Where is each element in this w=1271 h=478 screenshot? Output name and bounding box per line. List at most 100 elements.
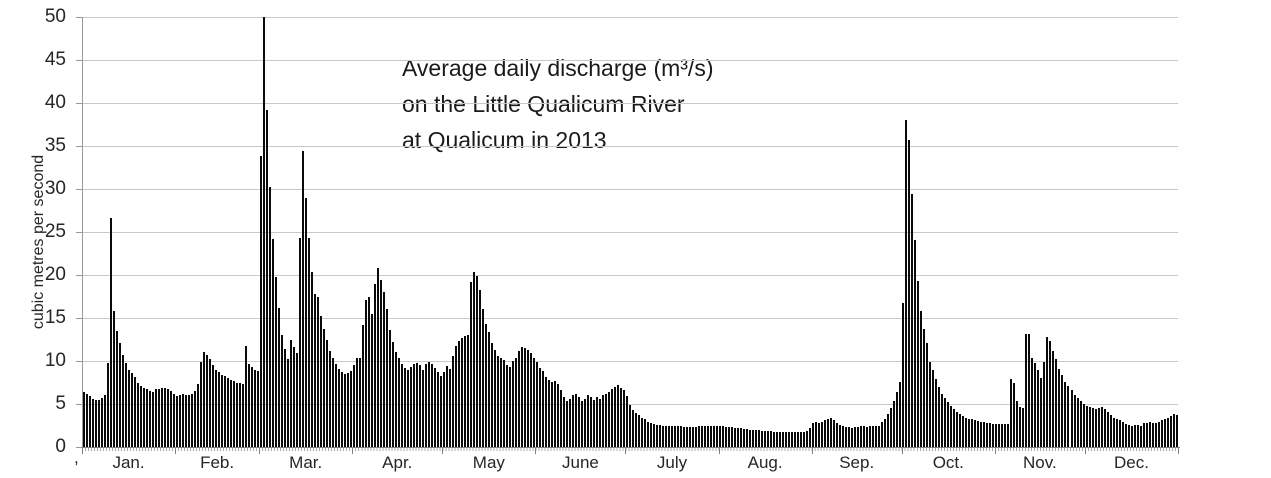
discharge-bar [130, 373, 133, 447]
discharge-bar [280, 335, 283, 447]
discharge-bar [283, 348, 286, 447]
discharge-bar [953, 409, 956, 447]
discharge-bar [448, 368, 451, 447]
discharge-bar [674, 426, 677, 447]
discharge-bar [379, 280, 382, 447]
discharge-bar [788, 432, 791, 447]
discharge-bar [689, 427, 692, 447]
discharge-bar [202, 352, 205, 447]
discharge-bar [391, 342, 394, 447]
discharge-bar [388, 330, 391, 447]
discharge-bar [1100, 407, 1103, 447]
x-axis-tick [82, 448, 83, 454]
discharge-bar [466, 335, 469, 447]
discharge-bar [635, 412, 638, 447]
discharge-bar [1019, 406, 1022, 447]
discharge-bar [1109, 415, 1112, 447]
discharge-bar [142, 387, 145, 447]
discharge-bar [88, 396, 91, 447]
discharge-bar [980, 422, 983, 447]
discharge-bar [944, 397, 947, 447]
y-axis-tick-label: 35 [44, 135, 66, 156]
discharge-bar [638, 415, 641, 447]
discharge-bar [977, 421, 980, 447]
discharge-bar [710, 425, 713, 447]
discharge-bar [1097, 408, 1100, 447]
discharge-bar [424, 363, 427, 447]
y-axis-tick [76, 103, 82, 104]
discharge-bar [863, 426, 866, 447]
discharge-bar [881, 422, 884, 447]
x-axis-tick [901, 448, 903, 454]
discharge-bar [394, 351, 397, 447]
discharge-bar [1070, 390, 1073, 447]
discharge-bar [100, 397, 103, 447]
discharge-bar [554, 380, 557, 447]
discharge-bar [121, 354, 124, 447]
discharge-bar [397, 358, 400, 447]
discharge-bar [728, 427, 731, 447]
discharge-bar [232, 380, 235, 447]
discharge-bar [1157, 422, 1160, 447]
discharge-bar [433, 367, 436, 447]
discharge-bar [1142, 422, 1145, 447]
y-axis-tick-label: 25 [44, 221, 66, 242]
discharge-bar [605, 393, 608, 447]
discharge-bar [343, 373, 346, 447]
discharge-bar [346, 373, 349, 447]
discharge-bar [767, 430, 770, 447]
discharge-bar [265, 109, 268, 447]
discharge-bar [650, 422, 653, 447]
x-axis-month-label-feb: Feb. [200, 453, 235, 472]
discharge-bar [722, 426, 725, 447]
discharge-bar [686, 427, 689, 447]
discharge-bar [824, 420, 827, 447]
discharge-bar [860, 426, 863, 447]
discharge-bar [803, 431, 806, 447]
discharge-bar [995, 423, 998, 447]
discharge-bar [208, 359, 211, 447]
discharge-bar [1031, 358, 1034, 447]
y-axis-tick-label: 0 [55, 436, 66, 457]
discharge-bar [229, 379, 232, 447]
discharge-bar [647, 422, 650, 447]
discharge-bar [1151, 422, 1154, 447]
discharge-bar [884, 418, 887, 447]
discharge-bar [1082, 404, 1085, 447]
discharge-bar [1166, 417, 1169, 447]
discharge-bar [427, 361, 430, 447]
discharge-bar [725, 427, 728, 447]
discharge-bar [971, 419, 974, 447]
discharge-bar [460, 337, 463, 447]
discharge-bar [848, 427, 851, 447]
discharge-bar [190, 393, 193, 447]
gridline-y15 [82, 318, 1178, 319]
discharge-bar [548, 379, 551, 447]
y-axis-tick [76, 361, 82, 362]
discharge-bar [524, 348, 526, 447]
discharge-bar [133, 377, 136, 447]
discharge-bar [782, 431, 785, 447]
discharge-bar [713, 425, 716, 447]
discharge-bar [109, 218, 112, 447]
x-axis-tick [994, 448, 996, 454]
discharge-bar [211, 365, 214, 447]
discharge-bar [521, 347, 523, 447]
discharge-bar [899, 381, 902, 447]
discharge-bar [1139, 425, 1142, 447]
discharge-bar [974, 420, 977, 447]
discharge-bar [986, 422, 989, 447]
discharge-bar [629, 404, 632, 447]
discharge-bar [1169, 416, 1172, 447]
discharge-bar [983, 422, 986, 447]
discharge-bar [250, 367, 253, 447]
discharge-bar [599, 398, 602, 447]
x-axis-month-label-dec: Dec. [1113, 453, 1149, 472]
y-axis-tick-label: 10 [44, 350, 66, 371]
discharge-bar [998, 423, 1001, 447]
discharge-bar [217, 372, 220, 447]
discharge-bar [445, 366, 448, 447]
discharge-bar [451, 355, 454, 447]
discharge-bar [499, 358, 502, 447]
discharge-bar [1145, 422, 1148, 447]
